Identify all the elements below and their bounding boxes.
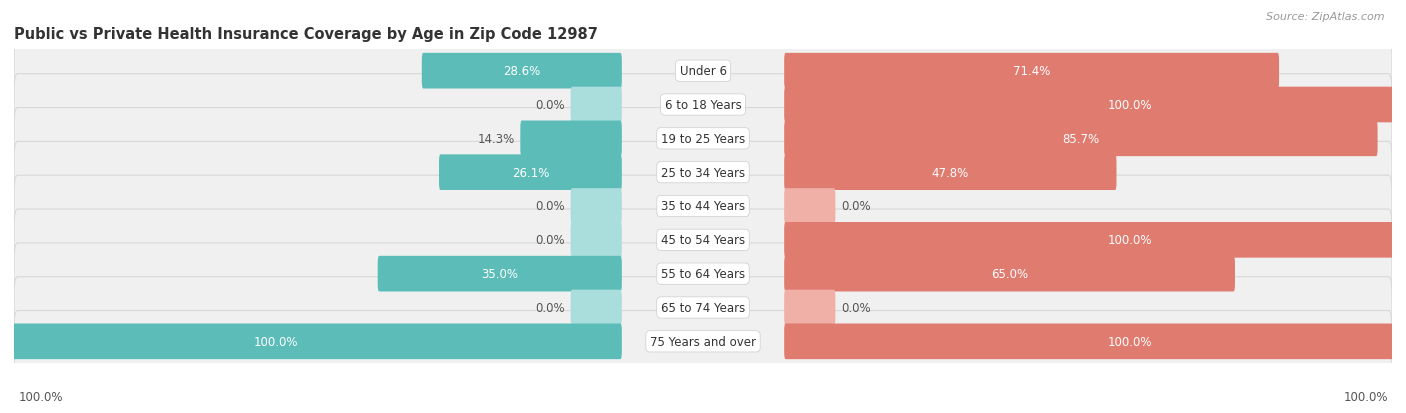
Text: 75 Years and over: 75 Years and over — [650, 335, 756, 348]
Text: 100.0%: 100.0% — [1108, 99, 1153, 112]
Text: 19 to 25 Years: 19 to 25 Years — [661, 133, 745, 145]
FancyBboxPatch shape — [0, 324, 621, 359]
Text: Public vs Private Health Insurance Coverage by Age in Zip Code 12987: Public vs Private Health Insurance Cover… — [14, 26, 598, 41]
FancyBboxPatch shape — [785, 256, 1234, 292]
FancyBboxPatch shape — [14, 108, 1392, 170]
FancyBboxPatch shape — [14, 311, 1392, 372]
FancyBboxPatch shape — [785, 223, 1406, 258]
Text: 0.0%: 0.0% — [536, 200, 565, 213]
Text: Under 6: Under 6 — [679, 65, 727, 78]
FancyBboxPatch shape — [785, 121, 1378, 157]
FancyBboxPatch shape — [14, 74, 1392, 136]
FancyBboxPatch shape — [14, 176, 1392, 237]
FancyBboxPatch shape — [14, 209, 1392, 271]
Text: 71.4%: 71.4% — [1012, 65, 1050, 78]
Text: 47.8%: 47.8% — [932, 166, 969, 179]
FancyBboxPatch shape — [785, 189, 835, 224]
FancyBboxPatch shape — [14, 243, 1392, 305]
Text: 35.0%: 35.0% — [481, 268, 519, 280]
FancyBboxPatch shape — [785, 324, 1406, 359]
Text: 65.0%: 65.0% — [991, 268, 1028, 280]
FancyBboxPatch shape — [785, 290, 835, 325]
FancyBboxPatch shape — [571, 189, 621, 224]
Text: 55 to 64 Years: 55 to 64 Years — [661, 268, 745, 280]
FancyBboxPatch shape — [785, 54, 1279, 89]
Text: 100.0%: 100.0% — [18, 390, 63, 403]
Text: 65 to 74 Years: 65 to 74 Years — [661, 301, 745, 314]
Text: 100.0%: 100.0% — [1343, 390, 1388, 403]
FancyBboxPatch shape — [571, 223, 621, 258]
Text: 14.3%: 14.3% — [478, 133, 515, 145]
Text: 35 to 44 Years: 35 to 44 Years — [661, 200, 745, 213]
Text: 45 to 54 Years: 45 to 54 Years — [661, 234, 745, 247]
FancyBboxPatch shape — [785, 155, 1116, 190]
Text: 25 to 34 Years: 25 to 34 Years — [661, 166, 745, 179]
FancyBboxPatch shape — [571, 290, 621, 325]
FancyBboxPatch shape — [422, 54, 621, 89]
Text: 85.7%: 85.7% — [1063, 133, 1099, 145]
Text: 6 to 18 Years: 6 to 18 Years — [665, 99, 741, 112]
Text: 0.0%: 0.0% — [536, 99, 565, 112]
Text: 0.0%: 0.0% — [536, 301, 565, 314]
Text: 26.1%: 26.1% — [512, 166, 550, 179]
FancyBboxPatch shape — [14, 142, 1392, 204]
Text: 0.0%: 0.0% — [841, 200, 870, 213]
Text: 100.0%: 100.0% — [253, 335, 298, 348]
FancyBboxPatch shape — [14, 41, 1392, 102]
FancyBboxPatch shape — [439, 155, 621, 190]
Text: 0.0%: 0.0% — [536, 234, 565, 247]
Text: 0.0%: 0.0% — [841, 301, 870, 314]
Text: 100.0%: 100.0% — [1108, 234, 1153, 247]
Text: 100.0%: 100.0% — [1108, 335, 1153, 348]
FancyBboxPatch shape — [571, 88, 621, 123]
FancyBboxPatch shape — [785, 88, 1406, 123]
FancyBboxPatch shape — [378, 256, 621, 292]
FancyBboxPatch shape — [14, 277, 1392, 339]
FancyBboxPatch shape — [520, 121, 621, 157]
Text: 28.6%: 28.6% — [503, 65, 540, 78]
Text: Source: ZipAtlas.com: Source: ZipAtlas.com — [1267, 12, 1385, 22]
